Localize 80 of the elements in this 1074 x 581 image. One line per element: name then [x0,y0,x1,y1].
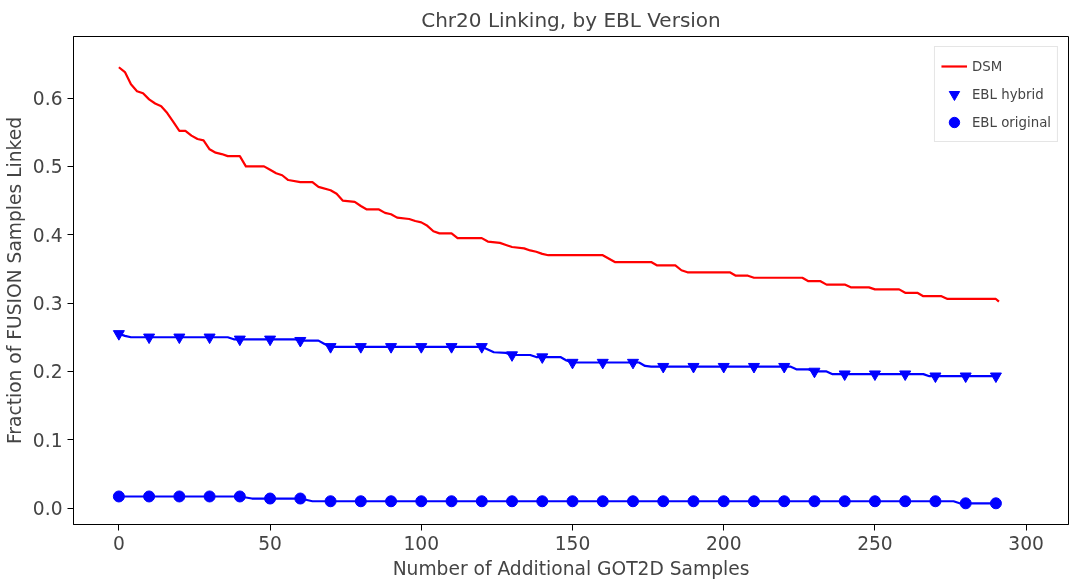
point [989,372,1002,384]
y-tick-label: 0.2 [32,361,63,383]
x-tick-label: 150 [554,532,591,554]
point [627,495,639,508]
point [929,372,942,384]
y-tick-label: 0.3 [32,293,63,315]
point [959,497,972,510]
chart-title: Chr20 Linking, by EBL Version [421,7,721,32]
x-tick-label: 0 [112,532,125,554]
point [627,358,639,370]
point [385,343,398,354]
point [203,333,216,345]
point [808,367,821,379]
point [415,343,428,354]
point [717,362,730,374]
x-tick-label: 300 [1008,532,1044,554]
point [264,492,277,505]
point [747,495,760,508]
point [445,343,458,354]
legend-label: EBL original [971,113,1051,132]
point [838,370,851,381]
point [899,495,912,508]
point [929,495,942,508]
point [385,495,398,508]
point [717,495,730,508]
point [112,490,125,503]
point [838,495,851,508]
point [475,495,488,508]
point [959,372,972,384]
y-tick-label: 0.1 [32,429,63,451]
x-tick-label: 250 [857,532,893,554]
point [445,495,458,508]
point [233,335,246,347]
point [324,495,337,508]
point [868,495,881,508]
point [324,343,337,354]
point [143,333,156,345]
point [506,495,519,508]
point [687,362,700,374]
point [536,495,549,508]
point [778,495,791,508]
point [173,490,186,503]
point [566,358,579,370]
x-tick-label: 200 [705,532,742,554]
point [596,358,609,370]
y-tick-label: 0.6 [32,88,63,110]
y-tick-label: 0.5 [32,156,63,178]
point [657,362,670,374]
point [264,335,277,347]
y-axis-title: Fraction of FUSION Samples Linked [3,116,25,445]
point [506,351,519,362]
point [989,497,1002,510]
point [112,330,125,341]
x-tick-label: 50 [258,532,282,554]
point [868,370,881,381]
point [294,492,307,505]
y-tick-label: 0.0 [32,498,63,520]
x-axis-title: Number of Additional GOT2D Samples [392,557,750,579]
point [294,336,307,348]
point [687,495,700,508]
point [899,370,912,381]
point [354,343,367,354]
point [475,343,488,354]
point [203,490,216,503]
legend-label: DSM [971,57,1003,76]
point [566,495,579,508]
x-tick-label: 100 [403,532,440,554]
point [173,333,186,345]
point [808,495,821,508]
point [536,353,549,364]
point [233,490,246,503]
legend-label: EBL hybrid [971,85,1044,104]
point [596,495,609,508]
point [778,362,791,374]
point [415,495,428,508]
point [354,495,367,508]
y-tick-label: 0.4 [32,224,63,246]
point [747,362,760,374]
point [143,490,156,503]
point [657,495,670,508]
